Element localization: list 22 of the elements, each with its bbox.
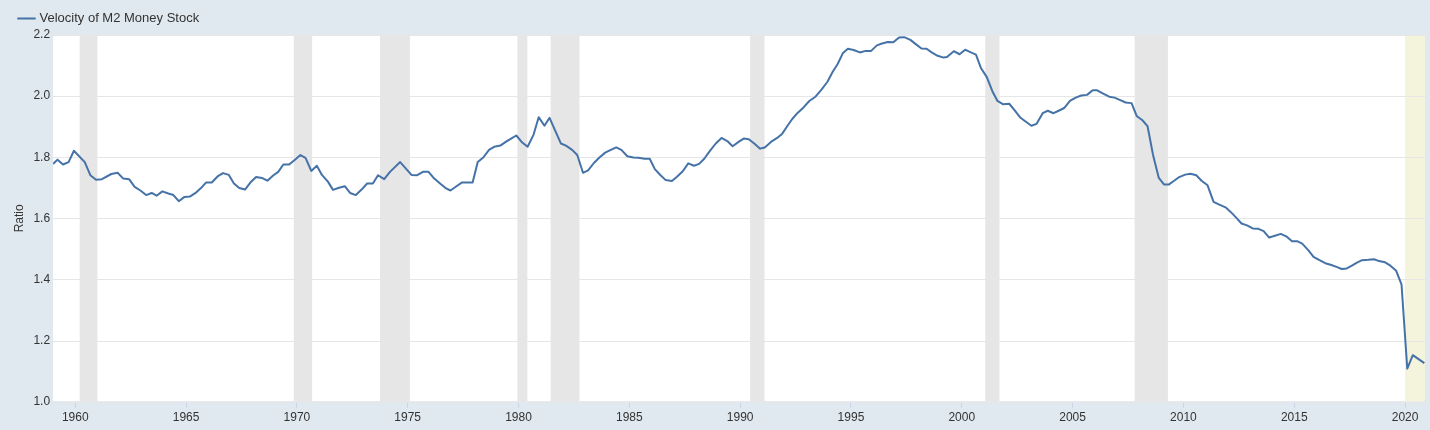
y-tick-label: 1.0: [33, 393, 51, 408]
x-tick-label: 2020: [1391, 410, 1419, 425]
x-tick-label: 1995: [837, 410, 865, 425]
y-tick-label: 2.0: [33, 88, 51, 103]
x-tick-label: 1990: [726, 410, 754, 425]
y-tick-label: 1.8: [33, 149, 51, 164]
y-tick-label: 1.4: [33, 271, 51, 286]
x-tick-label: 2015: [1280, 410, 1308, 425]
y-tick-label: 2.2: [33, 27, 51, 42]
x-tick-label: 1975: [394, 410, 422, 425]
x-tick-label: 1985: [615, 410, 643, 425]
x-tick-label: 1960: [61, 410, 89, 425]
x-tick-label: 1980: [505, 410, 533, 425]
y-tick-label: 1.2: [33, 332, 51, 347]
y-tick-label: 1.6: [33, 210, 51, 225]
x-tick-label: 2010: [1170, 410, 1198, 425]
y-axis-title: Ratio: [11, 203, 26, 233]
legend-label: Velocity of M2 Money Stock: [39, 10, 200, 26]
x-tick-label: 1965: [172, 410, 200, 425]
x-tick-label: 2005: [1059, 410, 1087, 425]
x-tick-label: 2000: [948, 410, 976, 425]
x-tick-label: 1970: [283, 410, 311, 425]
